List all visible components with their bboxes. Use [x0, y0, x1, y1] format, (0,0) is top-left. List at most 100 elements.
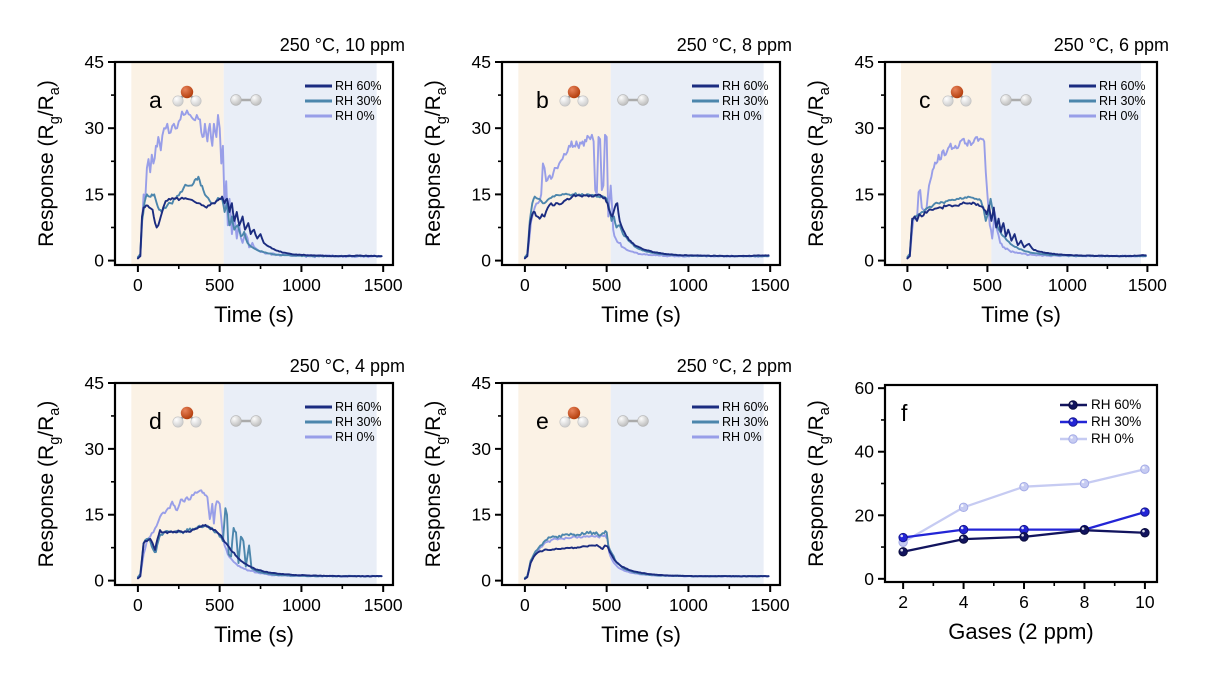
- curves-d: [136, 489, 383, 580]
- legend-label: RH 0%: [1091, 431, 1134, 446]
- legend-label: RH 30%: [722, 94, 769, 108]
- plot-frame: [500, 60, 782, 267]
- y-tick-label: 20: [855, 505, 875, 525]
- region-gas-off: [991, 62, 1141, 265]
- legend-label: RH 60%: [722, 400, 769, 414]
- legend-label: RH 0%: [1099, 109, 1139, 123]
- legend-label: RH 60%: [1099, 79, 1146, 93]
- x-tick-label: 1500: [364, 595, 403, 615]
- legend-label: RH 60%: [1091, 397, 1141, 412]
- x-axis-label: Time (s): [214, 302, 294, 327]
- axes-a: 0 500 1000 1500 0 15 30 45: [85, 52, 403, 295]
- legend-label: RH 30%: [1099, 94, 1146, 108]
- panel-letter: d: [149, 408, 162, 434]
- y-axis-label: Response (Rg/Ra): [422, 401, 450, 568]
- panel-letter: e: [536, 408, 549, 434]
- legend-label: RH 60%: [335, 400, 382, 414]
- legend-label: RH 0%: [335, 109, 375, 123]
- curves-e: [523, 530, 770, 580]
- y-tick-label: 0: [864, 569, 874, 589]
- plot-frame: [113, 381, 395, 587]
- x-tick-label: 1000: [669, 275, 708, 295]
- axes-c: 0 500 1000 1500 0 15 30 45: [855, 52, 1168, 295]
- axes-f: 2 4 6 8 10 0 20 40 60: [855, 378, 1155, 612]
- panel-title: 250 °C, 8 ppm: [677, 35, 792, 55]
- y-tick-label: 15: [85, 184, 104, 204]
- h2-molecule-icon: [617, 415, 649, 427]
- plot-frame: [883, 60, 1159, 267]
- y-tick-label: 0: [94, 251, 104, 271]
- legend-c: RH 60%RH 30%RH 0%: [1069, 79, 1146, 123]
- y-tick-label: 15: [855, 184, 874, 204]
- legend-b: RH 60%RH 30%RH 0%: [692, 79, 769, 123]
- x-tick-label: 0: [520, 275, 530, 295]
- series-rh30-line: [898, 507, 1150, 543]
- region-gas-on: [131, 62, 224, 265]
- panel-c: 0 500 1000 1500 0 15 30 45 Time (s) Response (Rg/…: [805, 35, 1169, 327]
- legend-f: RH 60% RH 30% RH 0%: [1060, 397, 1141, 446]
- h2-molecule-icon: [230, 94, 262, 106]
- series-rh60-line: [523, 193, 770, 260]
- y-tick-label: 30: [472, 439, 492, 459]
- region-gas-off: [610, 62, 764, 265]
- y-tick-label: 45: [472, 52, 491, 72]
- panel-letter: a: [149, 87, 162, 113]
- x-tick-label: 1000: [282, 595, 321, 615]
- curves-a: [136, 109, 383, 260]
- panel-title: 250 °C, 4 ppm: [290, 356, 405, 376]
- panel-letter: b: [536, 87, 549, 113]
- legend-e: RH 60%RH 30%RH 0%: [692, 400, 769, 444]
- series-rh60-line: [136, 195, 383, 260]
- h2-molecule-icon: [617, 94, 649, 106]
- water-molecule-icon: [559, 406, 589, 428]
- x-axis-label: Time (s): [214, 622, 294, 647]
- x-tick-label: 1500: [751, 595, 790, 615]
- y-tick-label: 30: [85, 439, 105, 459]
- x-tick-label: 0: [133, 275, 143, 295]
- curves-c: [906, 136, 1147, 260]
- y-tick-label: 40: [855, 442, 875, 462]
- axes-e: 0 500 1000 1500 0 15 30 45: [472, 373, 790, 615]
- y-tick-label: 45: [472, 373, 491, 393]
- axes-d: 0 500 1000 1500 0 15 30 45: [85, 373, 403, 615]
- water-molecule-icon: [172, 85, 202, 107]
- y-tick-label: 30: [855, 118, 875, 138]
- series-rh60-line: [906, 201, 1147, 260]
- x-axis-label: Time (s): [601, 622, 681, 647]
- y-axis-label: Response (Rg/Ra): [805, 80, 833, 247]
- legend-label: RH 30%: [1091, 414, 1141, 429]
- series-rh0-line: [898, 464, 1150, 547]
- h2-molecule-icon: [230, 415, 262, 427]
- y-tick-label: 0: [864, 251, 874, 271]
- series-rh60-line: [898, 525, 1150, 557]
- y-axis-label: Response (Rg/Ra): [35, 80, 63, 247]
- x-tick-label: 8: [1080, 592, 1090, 612]
- y-tick-label: 30: [472, 118, 492, 138]
- x-tick-label: 1000: [669, 595, 708, 615]
- x-tick-label: 1500: [751, 275, 790, 295]
- panel-letter: f: [901, 400, 908, 426]
- y-tick-label: 0: [481, 571, 491, 591]
- y-tick-label: 15: [472, 505, 491, 525]
- legend-label: RH 30%: [335, 415, 382, 429]
- legend-label: RH 60%: [335, 79, 382, 93]
- y-axis-label: Response (Rg/Ra): [35, 401, 63, 568]
- legend-a: RH 60%RH 30%RH 0%: [305, 79, 382, 123]
- region-gas-on: [131, 383, 224, 585]
- region-gas-off: [610, 383, 764, 585]
- x-tick-label: 0: [520, 595, 530, 615]
- curves-f: [898, 464, 1150, 557]
- x-axis-label: Time (s): [601, 302, 681, 327]
- water-molecule-icon: [559, 85, 589, 107]
- legend-label: RH 0%: [722, 109, 762, 123]
- water-molecule-icon: [942, 85, 972, 107]
- x-tick-label: 1500: [1128, 275, 1167, 295]
- legend-label: RH 60%: [722, 79, 769, 93]
- y-tick-label: 0: [481, 251, 491, 271]
- region-gas-on: [901, 62, 992, 265]
- y-tick-label: 45: [85, 52, 104, 72]
- curves-b: [523, 133, 770, 260]
- plot-frame: [113, 60, 395, 267]
- panel-b: 0 500 1000 1500 0 15 30 45 Time (s) Response (Rg/…: [422, 35, 792, 327]
